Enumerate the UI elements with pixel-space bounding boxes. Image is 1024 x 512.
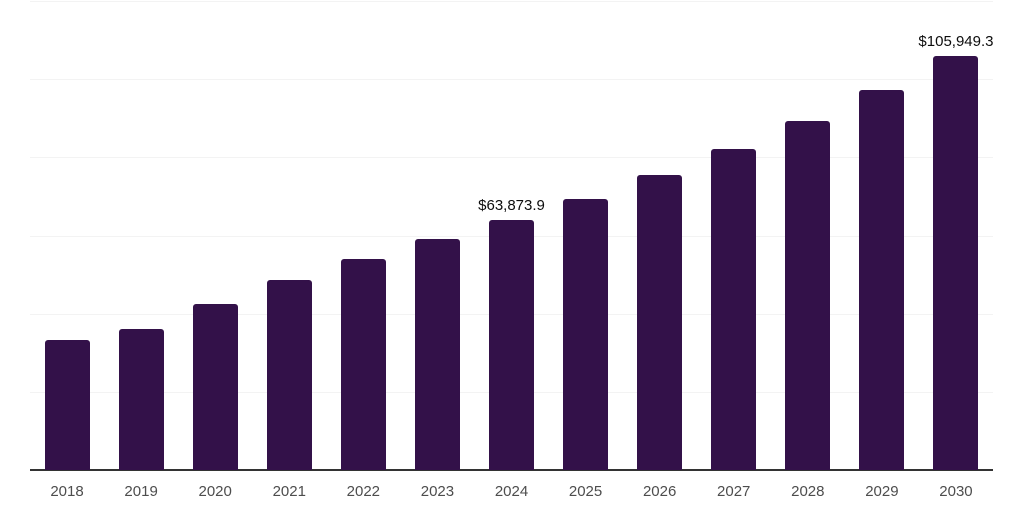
- bar-2022: [340, 258, 386, 470]
- x-tick-label-2024: 2024: [494, 483, 529, 500]
- gridline: [30, 1, 993, 2]
- x-tick-label-2021: 2021: [272, 483, 306, 500]
- x-tick-label-2030: 2030: [939, 483, 973, 500]
- x-tick-label-2023: 2023: [420, 483, 455, 500]
- x-tick-label-2029: 2029: [865, 483, 899, 500]
- gridline: [30, 79, 993, 81]
- bar-2021: [266, 280, 312, 470]
- data-label-2030: $105,949.3: [918, 32, 994, 50]
- bar-2027: [711, 149, 757, 470]
- x-tick-label-2027: 2027: [717, 483, 751, 500]
- x-tick-label-2018: 2018: [50, 483, 84, 500]
- bar-2024: [489, 220, 534, 470]
- x-tick-label-2026: 2026: [642, 483, 677, 500]
- x-tick-label-2028: 2028: [791, 483, 825, 500]
- data-label-2024: $63,873.9: [478, 197, 545, 215]
- bar-2018: [44, 339, 90, 470]
- x-tick-label-2019: 2019: [124, 483, 158, 500]
- bar-2029: [859, 90, 905, 470]
- bar-2028: [785, 120, 831, 470]
- x-axis-line: [30, 469, 993, 471]
- x-tick-label-2025: 2025: [568, 483, 603, 500]
- bar-2023: [414, 239, 460, 470]
- bar-2019: [118, 328, 164, 470]
- bar-2030: [933, 55, 979, 470]
- x-tick-label-2022: 2022: [346, 483, 381, 500]
- x-tick-label-2020: 2020: [198, 483, 232, 500]
- bar-2020: [192, 303, 238, 470]
- bar-2025: [563, 199, 609, 470]
- bar-2026: [637, 174, 683, 470]
- gridline: [30, 157, 993, 159]
